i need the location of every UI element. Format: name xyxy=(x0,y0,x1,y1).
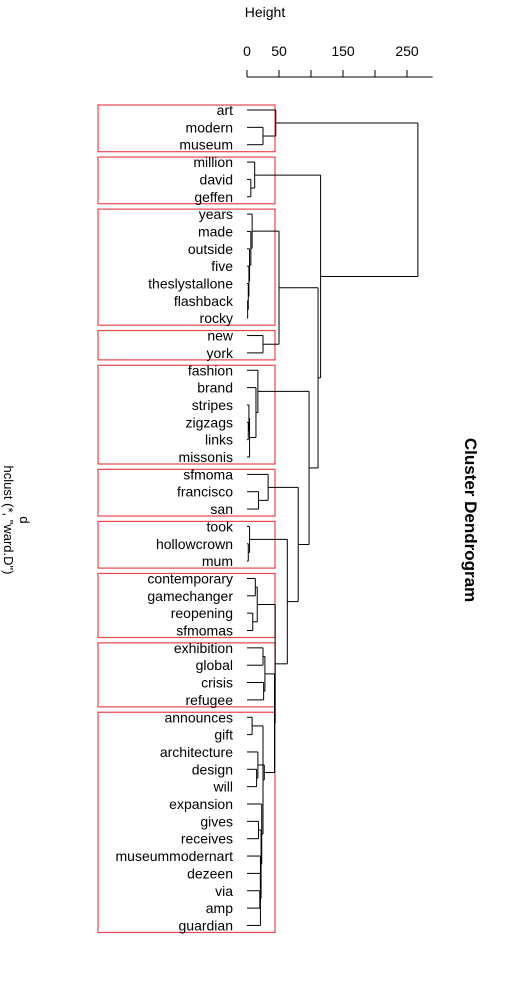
leaf-label: will xyxy=(213,779,233,795)
leaf-label: sfmomas xyxy=(176,623,233,639)
cluster-box xyxy=(97,364,276,465)
leaf-label: new xyxy=(207,328,234,344)
cluster-box xyxy=(97,208,276,326)
leaf-label: san xyxy=(210,501,233,517)
leaf-label: dezeen xyxy=(187,865,233,881)
leaf-label: outside xyxy=(188,241,233,257)
leaf-label: mum xyxy=(202,553,233,569)
cluster-box xyxy=(97,104,276,153)
chart-title: Cluster Dendrogram xyxy=(461,438,480,602)
leaf-label: geffen xyxy=(194,189,233,205)
subtitle-line1: d xyxy=(17,516,32,523)
leaf-label: guardian xyxy=(179,917,234,933)
axis-title: Height xyxy=(245,4,286,20)
cluster-boxes xyxy=(97,104,276,934)
leaf-label: theslystallone xyxy=(148,276,233,292)
leaf-label: david xyxy=(200,171,233,187)
leaf-label: links xyxy=(205,432,233,448)
leaf-label: francisco xyxy=(177,484,233,500)
leaf-label: made xyxy=(198,223,233,239)
subtitle-line2: hclust (*, "ward.D") xyxy=(1,466,16,575)
tick-label: 250 xyxy=(395,43,419,59)
leaf-label: gamechanger xyxy=(147,588,233,604)
leaf-label: five xyxy=(211,258,233,274)
leaf-label: announces xyxy=(164,709,233,725)
leaf-label: years xyxy=(199,206,233,222)
leaf-label: receives xyxy=(181,831,233,847)
leaf-label: missonis xyxy=(179,449,233,465)
leaf-label: took xyxy=(207,518,234,534)
leaf-label: fashion xyxy=(188,362,233,378)
leaf-label: via xyxy=(215,883,233,899)
leaf-label: gives xyxy=(200,813,233,829)
leaf-label: gift xyxy=(214,727,233,743)
leaf-label: architecture xyxy=(160,744,233,760)
leaf-label: rocky xyxy=(200,310,233,326)
leaf-label: contemporary xyxy=(147,570,233,586)
dendrogram-tree xyxy=(247,109,419,926)
cluster-box xyxy=(97,329,276,361)
leaf-label: million xyxy=(193,154,233,170)
leaf-label: expansion xyxy=(169,796,233,812)
leaf-label: flashback xyxy=(174,293,234,309)
leaf-label: global xyxy=(196,657,233,673)
leaf-label: museum xyxy=(179,137,233,153)
tick-label: 0 xyxy=(243,43,251,59)
leaf-label: refugee xyxy=(186,692,234,708)
leaf-label: exhibition xyxy=(174,640,233,656)
leaf-label: hollowcrown xyxy=(156,536,233,552)
leaf-label: reopening xyxy=(171,605,233,621)
tick-label: 50 xyxy=(271,43,287,59)
leaf-label: design xyxy=(192,761,233,777)
cluster-box xyxy=(97,711,276,934)
leaf-label: zigzags xyxy=(186,414,233,430)
leaf-label: art xyxy=(217,102,233,118)
leaf-label: sfmoma xyxy=(183,466,233,482)
leaf-label: modern xyxy=(186,119,233,135)
height-axis: 0 50 150 250 xyxy=(243,43,433,78)
tick-label: 150 xyxy=(331,43,355,59)
cluster-box xyxy=(97,468,276,517)
cluster-box xyxy=(97,520,276,569)
cluster-box xyxy=(97,156,276,205)
leaf-label: york xyxy=(207,345,234,361)
leaf-label: crisis xyxy=(201,675,233,691)
leaf-label: brand xyxy=(197,380,233,396)
leaf-label: museummodernart xyxy=(116,848,234,864)
leaf-label: amp xyxy=(206,900,233,916)
leaf-label: stripes xyxy=(192,397,233,413)
